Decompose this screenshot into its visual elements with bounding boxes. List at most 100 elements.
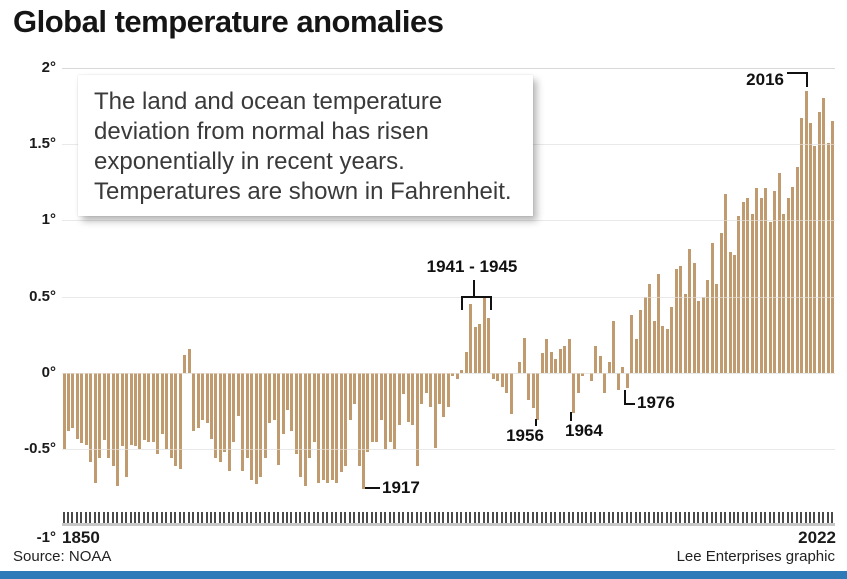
x-tick-1886 (223, 512, 226, 523)
bar-1883 (210, 373, 213, 439)
x-tick-1997 (719, 512, 722, 523)
annotation-2016-bracket (787, 72, 808, 87)
bar-1978 (634, 339, 638, 373)
bar-1940 (464, 351, 468, 373)
x-tick-1857 (93, 512, 96, 523)
bar-1886 (223, 373, 227, 453)
bar-1882 (205, 373, 209, 424)
x-tick-1893 (254, 512, 257, 523)
x-tick-2012 (786, 512, 789, 523)
bar-1885 (218, 373, 222, 462)
x-tick-1878 (187, 512, 190, 523)
bar-1916 (357, 373, 361, 467)
x-tick-1897 (272, 512, 275, 523)
bar-1856 (89, 373, 93, 462)
bar-1942 (473, 327, 477, 373)
bar-2011 (782, 214, 786, 373)
x-tick-1918 (366, 512, 369, 523)
x-tick-1999 (728, 512, 731, 523)
bar-1956 (536, 373, 540, 421)
x-tick-2016 (804, 512, 807, 523)
bar-2002 (741, 202, 745, 373)
bar-1871 (156, 373, 160, 454)
x-tick-1884 (214, 512, 217, 523)
bar-1859 (102, 373, 106, 441)
x-tick-1978 (634, 512, 637, 523)
annotation-1941-1945-connector (473, 280, 475, 297)
bar-1860 (107, 373, 111, 459)
x-tick-1953 (522, 512, 525, 523)
x-tick-1972 (607, 512, 610, 523)
bar-1926 (402, 373, 406, 395)
x-tick-1921 (379, 512, 382, 523)
x-tick-2011 (782, 512, 785, 523)
x-tick-1895 (263, 512, 266, 523)
bar-1915 (353, 373, 357, 404)
bar-1973 (612, 321, 616, 373)
bar-2008 (768, 221, 772, 373)
x-tick-2015 (800, 512, 803, 523)
x-tick-1941 (469, 512, 472, 523)
x-tick-1863 (120, 512, 123, 523)
x-tick-1970 (598, 512, 601, 523)
x-tick-1954 (527, 512, 530, 523)
x-tick-1927 (406, 512, 409, 523)
bar-1968 (589, 373, 593, 381)
x-tick-1881 (201, 512, 204, 523)
bar-1887 (227, 373, 231, 471)
bar-2009 (773, 191, 777, 373)
bar-1905 (308, 373, 312, 459)
bar-1961 (558, 348, 562, 373)
x-tick-2013 (791, 512, 794, 523)
x-tick-1883 (210, 512, 212, 523)
annotation-1941-1945: 1941 - 1945 (426, 257, 518, 276)
x-tick-1854 (80, 512, 83, 523)
x-tick-1920 (375, 512, 378, 523)
bar-1996 (715, 284, 719, 373)
bar-1995 (710, 243, 714, 373)
bar-1959 (549, 351, 553, 373)
x-tick-1951 (513, 512, 516, 523)
x-tick-1994 (706, 512, 709, 523)
bar-2016 (804, 90, 808, 373)
x-tick-2000 (733, 512, 735, 523)
bar-1970 (598, 356, 602, 373)
x-tick-1913 (344, 512, 347, 523)
x-tick-1889 (236, 512, 239, 523)
bar-1907 (317, 373, 321, 483)
x-tick-1899 (281, 512, 284, 523)
x-tick-1967 (585, 512, 588, 523)
bar-2014 (795, 166, 799, 373)
x-tick-2010 (777, 512, 780, 523)
bar-1985 (665, 328, 669, 373)
bar-1962 (563, 345, 567, 373)
bar-1948 (500, 373, 504, 387)
x-tick-1879 (192, 512, 195, 523)
x-tick-2005 (755, 512, 758, 523)
bar-1863 (120, 373, 124, 447)
x-tick-1990 (688, 512, 691, 523)
bar-1897 (272, 373, 276, 421)
bar-1857 (93, 373, 97, 483)
x-tick-1903 (299, 512, 302, 523)
annotation-2016: 2016 (746, 70, 784, 89)
bar-1909 (326, 373, 330, 483)
bar-1873 (165, 373, 169, 450)
annotation-1964: 1964 (565, 421, 603, 440)
bar-1949 (505, 373, 509, 393)
x-tick-2017 (808, 512, 811, 523)
bar-1990 (688, 249, 692, 373)
bar-1884 (214, 373, 218, 459)
bar-1977 (630, 315, 634, 373)
bar-1922 (384, 373, 388, 450)
bar-2007 (764, 188, 768, 373)
x-tick-1986 (670, 512, 673, 523)
x-tick-1894 (259, 512, 262, 523)
bar-1925 (397, 373, 401, 425)
x-tick-2018 (813, 512, 816, 523)
bar-1953 (522, 337, 526, 373)
bar-2012 (786, 197, 790, 373)
bar-1924 (393, 373, 397, 450)
bar-1877 (183, 354, 187, 373)
bar-1921 (379, 373, 383, 421)
